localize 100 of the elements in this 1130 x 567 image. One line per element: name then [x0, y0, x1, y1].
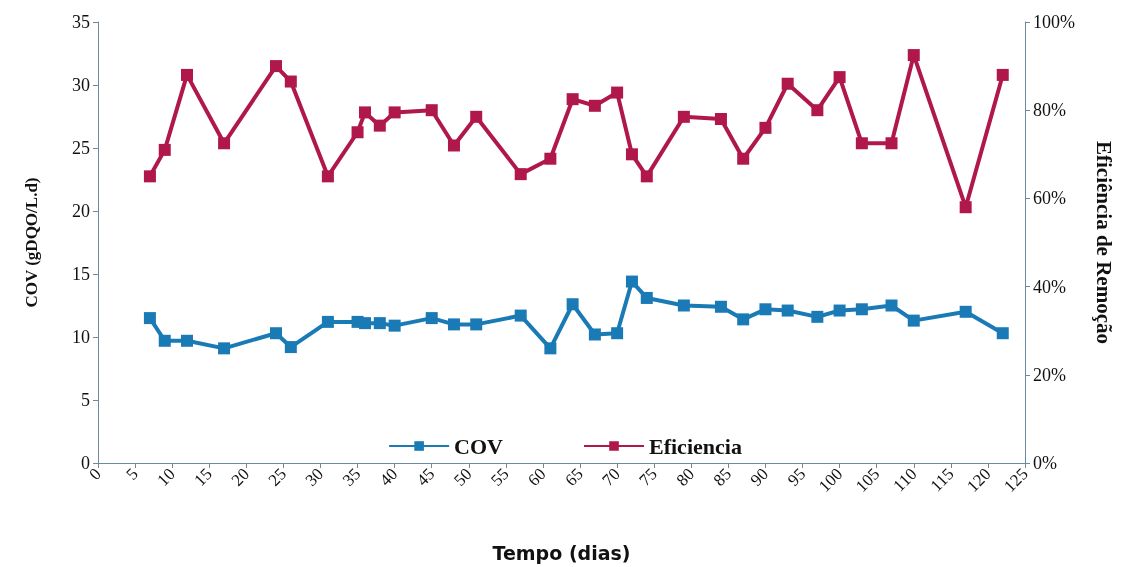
point	[321, 170, 334, 183]
point	[959, 201, 972, 214]
y-tick-label: 20	[72, 201, 90, 221]
point	[996, 327, 1009, 340]
point	[514, 309, 527, 322]
point	[781, 77, 794, 90]
point	[373, 119, 386, 132]
x-tick-label: 45	[412, 464, 439, 490]
point	[388, 106, 401, 119]
point	[907, 314, 920, 327]
y-tick-label: 30	[72, 75, 90, 95]
point	[885, 299, 898, 312]
point	[321, 315, 334, 328]
point	[544, 152, 557, 165]
point	[447, 318, 460, 331]
point	[284, 75, 297, 88]
y-axis-title: COV (gDQO/L.d)	[22, 177, 41, 308]
point	[358, 317, 371, 330]
point	[143, 312, 156, 325]
x-tick-label: 65	[561, 464, 587, 490]
x-tick-label: 25	[264, 464, 291, 490]
point	[269, 327, 282, 340]
point	[625, 148, 638, 161]
x-tick-label: 35	[338, 464, 365, 490]
point	[677, 299, 690, 312]
point	[640, 291, 653, 304]
y2-axis-title: Eficiência de Remoção	[1091, 141, 1116, 344]
point	[885, 137, 898, 150]
x-axis-title: Tempo (dias)	[492, 541, 631, 564]
legend-label: COV	[454, 433, 504, 459]
point	[833, 71, 846, 84]
y2-tick-label: 80%	[1033, 100, 1066, 121]
y2-tick-label: 0%	[1033, 453, 1057, 473]
point	[143, 170, 156, 183]
x-tick-label: 95	[783, 464, 810, 490]
point	[218, 342, 231, 355]
x-tick-label: 40	[375, 464, 402, 490]
point	[714, 300, 727, 313]
x-tick-label: 125	[1000, 464, 1032, 496]
y-tick-label: 35	[72, 12, 90, 32]
point	[611, 327, 624, 340]
point	[284, 341, 297, 354]
point	[425, 104, 438, 117]
x-tick-label: 105	[851, 464, 884, 496]
y2-tick-label: 20%	[1033, 364, 1066, 385]
point	[351, 126, 364, 139]
x-tick-label: 60	[524, 464, 550, 490]
point	[269, 60, 282, 73]
point	[677, 110, 690, 123]
x-tick-label: 70	[598, 464, 624, 490]
point	[781, 304, 794, 317]
point	[737, 313, 750, 326]
y-tick-label: 5	[81, 390, 90, 410]
point	[566, 298, 579, 311]
y-tick-label: 15	[72, 264, 90, 284]
point	[625, 275, 638, 288]
point	[425, 312, 438, 325]
point	[855, 137, 868, 150]
point	[373, 317, 386, 330]
x-tick-label: 15	[190, 464, 216, 490]
point	[833, 304, 846, 317]
point	[470, 318, 483, 331]
x-tick-label: 20	[227, 464, 254, 490]
x-tick-label: 120	[963, 464, 995, 496]
point	[158, 143, 171, 156]
x-tick-label: 85	[709, 464, 736, 490]
point	[714, 113, 727, 126]
point	[566, 93, 579, 106]
point	[759, 303, 772, 316]
y2-tick-label: 60%	[1033, 188, 1066, 209]
point	[907, 49, 920, 62]
point	[811, 310, 824, 323]
x-tick-label: 10	[153, 464, 179, 490]
point	[358, 106, 371, 119]
x-tick-label: 100	[814, 464, 847, 496]
legend-label: Eficiencia	[649, 433, 742, 459]
y-tick-label: 10	[72, 327, 90, 347]
x-tick-label: 50	[450, 464, 476, 490]
point	[588, 328, 601, 341]
x-tick-label: 30	[301, 464, 328, 490]
point	[470, 110, 483, 123]
point	[218, 137, 231, 150]
point	[514, 168, 527, 181]
x-tick-label: 75	[635, 464, 661, 490]
point	[611, 86, 624, 99]
point	[959, 305, 972, 318]
point	[640, 170, 653, 183]
point	[447, 139, 460, 152]
point	[737, 152, 750, 165]
point	[180, 68, 193, 81]
point	[811, 104, 824, 117]
x-tick-label: 110	[889, 464, 921, 496]
point	[588, 99, 601, 112]
point	[759, 121, 772, 134]
x-tick-label: 5	[122, 464, 142, 484]
point	[996, 68, 1009, 81]
x-tick-label: 115	[926, 464, 958, 496]
y-tick-label: 25	[72, 138, 90, 158]
point	[855, 303, 868, 316]
point	[388, 319, 401, 332]
